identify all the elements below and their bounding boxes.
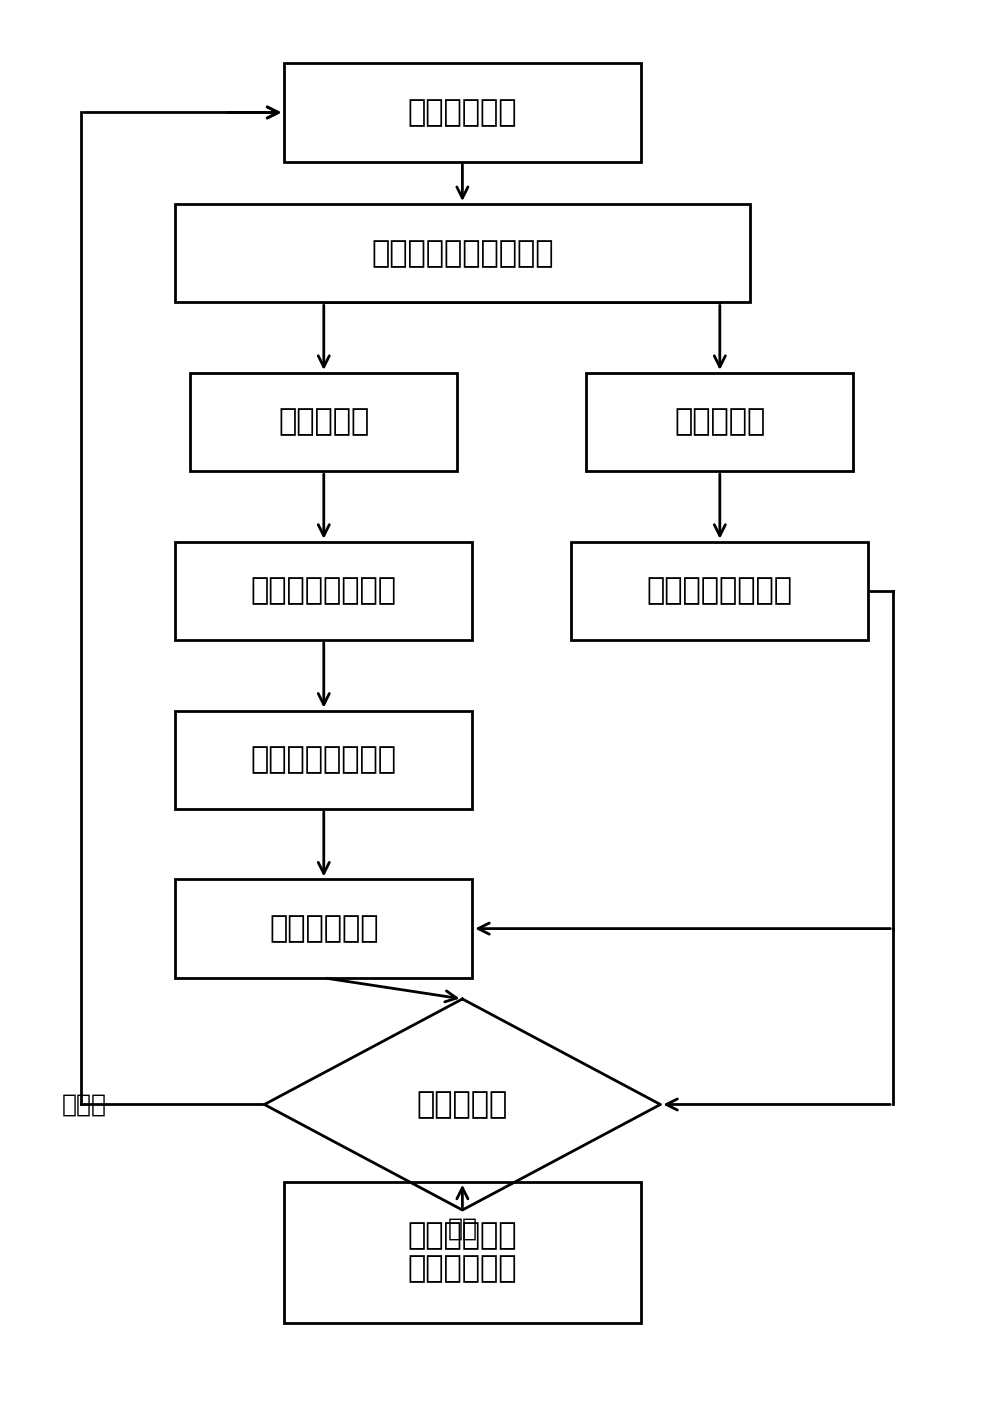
Text: 检验准确性: 检验准确性 [416,1090,508,1118]
Text: 使用试验数据修正: 使用试验数据修正 [251,577,396,605]
Text: 计算设定状态点下参数: 计算设定状态点下参数 [371,239,553,267]
FancyBboxPatch shape [571,541,868,639]
FancyBboxPatch shape [176,710,471,809]
FancyBboxPatch shape [176,541,471,639]
FancyBboxPatch shape [176,880,471,978]
Text: 训练数据组: 训练数据组 [278,408,369,436]
FancyBboxPatch shape [176,205,749,303]
Text: 检验数据组: 检验数据组 [674,408,764,436]
Text: 不合格: 不合格 [61,1093,106,1117]
Text: 理论计算模型: 理论计算模型 [407,98,517,126]
Text: 使用试验数据修正: 使用试验数据修正 [646,577,792,605]
FancyBboxPatch shape [284,63,640,162]
Text: 神经网络模型: 神经网络模型 [269,914,378,944]
Text: 脉冲等离子体
推力控制系统: 脉冲等离子体 推力控制系统 [407,1221,517,1283]
FancyBboxPatch shape [190,372,457,472]
Text: 合格: 合格 [447,1216,476,1241]
FancyBboxPatch shape [284,1182,640,1323]
FancyBboxPatch shape [586,372,853,472]
Text: 训练神经网络模型: 训练神经网络模型 [251,745,396,774]
